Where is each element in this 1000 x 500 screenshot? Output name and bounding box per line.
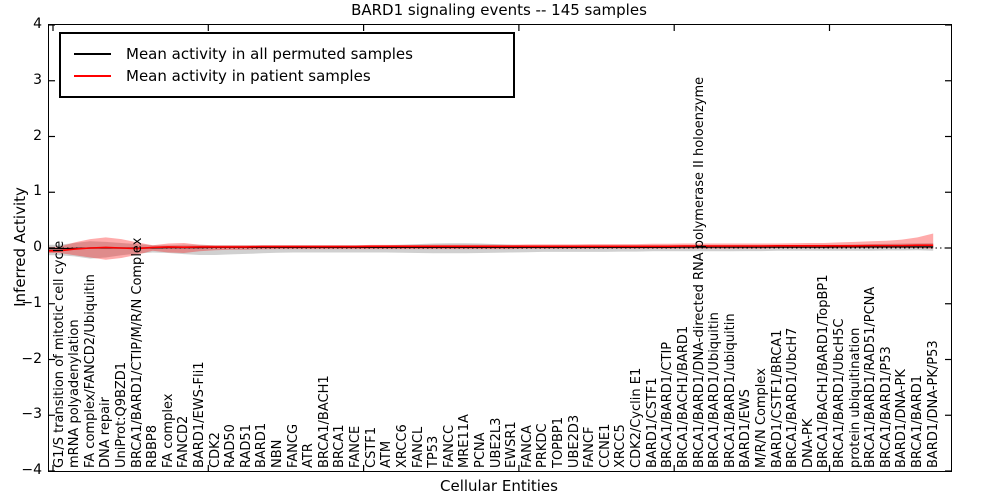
y-tick-label: 3 bbox=[33, 71, 42, 88]
y-tick-label: −3 bbox=[21, 406, 42, 423]
legend-label: Mean activity in all permuted samples bbox=[126, 44, 413, 63]
y-tick-label: −2 bbox=[21, 350, 42, 367]
y-tick-label: 0 bbox=[33, 239, 42, 255]
legend-line-sample bbox=[74, 75, 111, 77]
legend-item: Mean activity in patient samples bbox=[61, 65, 513, 87]
y-tick-label: 1 bbox=[33, 183, 42, 200]
x-axis-label: Cellular Entities bbox=[440, 477, 558, 495]
plot-area: G1/S transition of mitotic cell cycle mRN… bbox=[48, 24, 952, 472]
legend-item: Mean activity in all permuted samples bbox=[61, 43, 513, 65]
legend-line-sample bbox=[74, 53, 111, 55]
legend: Mean activity in all permuted samples Mea… bbox=[59, 32, 515, 98]
legend-label: Mean activity in patient samples bbox=[126, 66, 371, 85]
chart-canvas bbox=[49, 25, 951, 471]
y-tick-label: 2 bbox=[33, 127, 42, 144]
y-tick-label: 4 bbox=[33, 16, 42, 32]
patient-mean-line bbox=[49, 244, 934, 252]
legend-rows: Mean activity in all permuted samples Mea… bbox=[61, 43, 513, 87]
y-tick-label: −4 bbox=[21, 462, 42, 478]
y-tick-label: −1 bbox=[21, 294, 42, 311]
chart-title: BARD1 signaling events -- 145 samples bbox=[351, 1, 647, 19]
